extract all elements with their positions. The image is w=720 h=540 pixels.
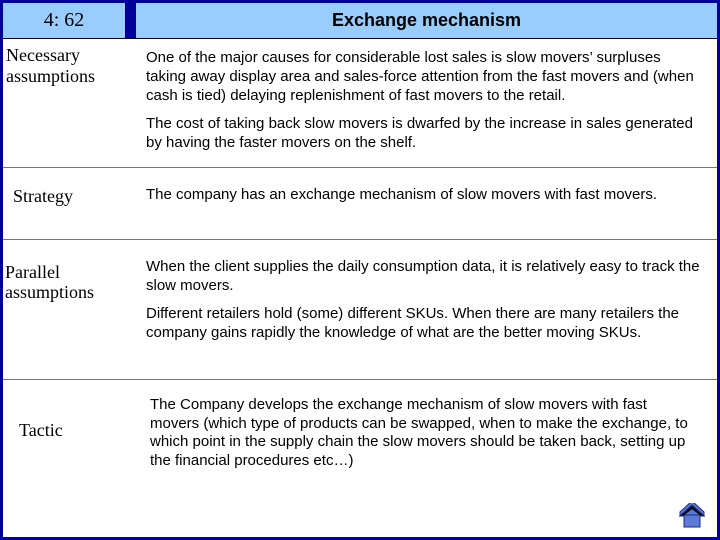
strategy-p1: The company has an exchange mechanism of… xyxy=(146,186,703,205)
content-strategy: The company has an exchange mechanism of… xyxy=(126,168,717,239)
label-strategy: Strategy xyxy=(3,168,126,239)
header-divider xyxy=(126,3,136,39)
label-necessary-assumptions: Necessary assumptions xyxy=(3,39,126,167)
slide-title: Exchange mechanism xyxy=(136,3,717,39)
row-tactic: Tactic The Company develops the exchange… xyxy=(3,380,717,520)
row-necessary-assumptions: Necessary assumptions One of the major c… xyxy=(3,39,717,168)
parallel-p2: Different retailers hold (some) differen… xyxy=(146,305,703,343)
label-parallel-assumptions: Parallel assumptions xyxy=(3,240,126,379)
tactic-p1: The Company develops the exchange mechan… xyxy=(150,396,693,471)
content-tactic: The Company develops the exchange mechan… xyxy=(126,380,717,520)
content-parallel-assumptions: When the client supplies the daily consu… xyxy=(126,240,717,379)
label-tactic: Tactic xyxy=(3,380,126,520)
content-necessary-assumptions: One of the major causes for considerable… xyxy=(126,39,717,167)
parallel-p1: When the client supplies the daily consu… xyxy=(146,258,703,296)
necessary-p2: The cost of taking back slow movers is d… xyxy=(146,115,703,153)
slide-code: 4: 62 xyxy=(3,3,126,39)
row-parallel-assumptions: Parallel assumptions When the client sup… xyxy=(3,240,717,380)
necessary-p1: One of the major causes for considerable… xyxy=(146,49,703,105)
header-row: 4: 62 Exchange mechanism xyxy=(3,3,717,39)
row-strategy: Strategy The company has an exchange mec… xyxy=(3,168,717,240)
home-icon[interactable] xyxy=(677,503,707,529)
